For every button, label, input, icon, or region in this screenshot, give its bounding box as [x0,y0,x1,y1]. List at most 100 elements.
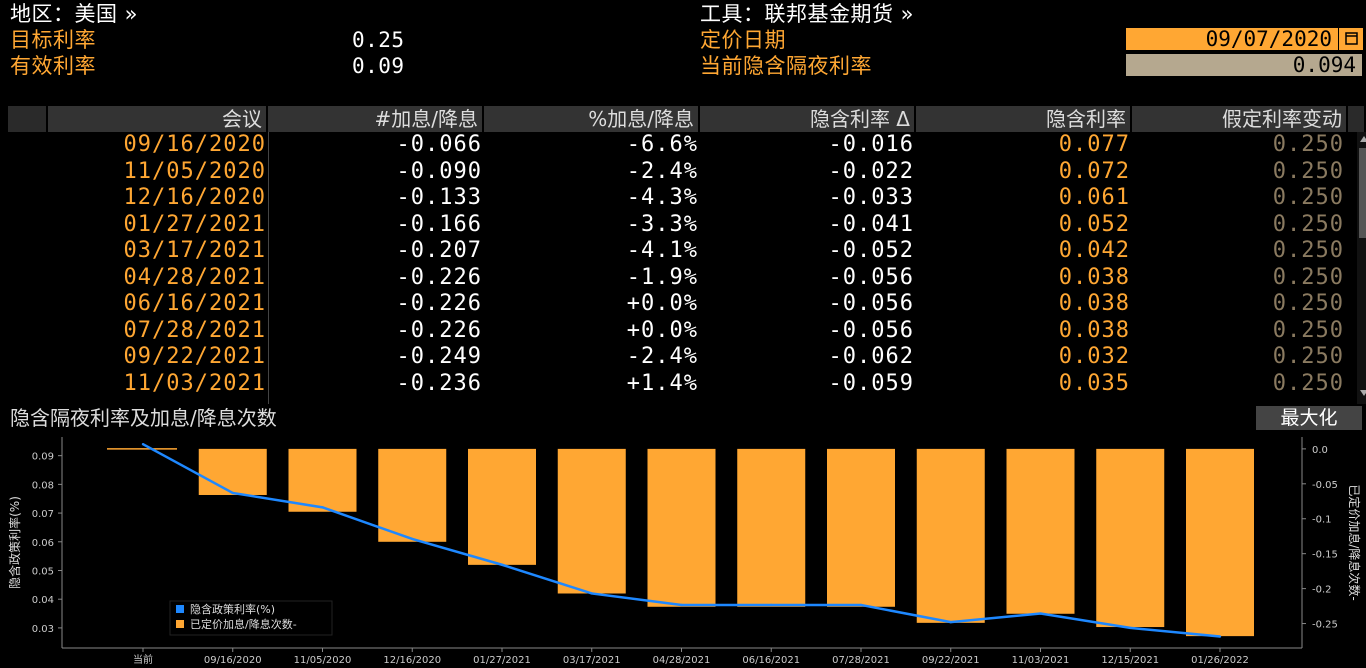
maximize-button[interactable]: 最大化 [1256,406,1362,430]
rate-point [949,620,952,624]
cell-implied-rate-delta: -0.056 [828,291,914,316]
table-row[interactable]: 09/22/2021 -0.249 -2.4% -0.062 0.032 0.250 [8,344,1348,371]
column-header-assumed-move[interactable]: 假定利率变动 [1132,106,1348,132]
bar [557,448,626,594]
rate-point [500,563,504,566]
cell-hikes-pct: -4.1% [626,238,698,263]
x-tick-label: 12/16/2020 [383,655,441,666]
cell-assumed-move: 0.250 [1272,264,1344,290]
table-row[interactable]: 06/16/2021 -0.226 +0.0% -0.056 0.038 0.250 [8,291,1348,318]
cell-hikes-count: -0.226 [396,317,482,343]
cell-implied-rate-delta: -0.052 [828,238,914,263]
legend-swatch-bar [176,620,184,628]
cell-implied-rate-delta: -0.016 [828,132,914,157]
table-row[interactable]: 11/05/2020 -0.090 -2.4% -0.022 0.072 0.250 [8,159,1348,186]
rate-point [141,442,145,446]
y2-tick-label: 0.0 [1312,445,1328,456]
legend-box [169,600,333,636]
table-row[interactable]: 03/17/2021 -0.207 -4.1% -0.052 0.042 0.250 [8,238,1348,265]
cell-hikes-count: -0.166 [396,211,482,237]
x-tick-label: 04/28/2021 [653,655,711,666]
cell-meeting-date: 07/28/2021 [123,317,266,343]
cell-hikes-count: -0.090 [396,158,482,184]
chart-title: 隐含隔夜利率及加息/降息次数 [10,406,277,430]
bar [378,448,447,542]
effective-rate-value: 0.09 [352,54,405,78]
x-tick-label: 09/22/2021 [922,655,980,666]
y2-tick-label: -0.15 [1312,550,1338,561]
table-row[interactable]: 11/03/2021 -0.236 +1.4% -0.059 0.035 0.250 [8,371,1348,398]
cell-implied-rate: 0.035 [1058,370,1130,396]
calendar-icon[interactable] [1338,28,1363,50]
y2-tick-label: -0.2 [1312,585,1332,596]
cell-implied-rate-delta: -0.056 [828,317,914,343]
bar [1186,448,1254,637]
rate-point [1129,626,1132,630]
y-tick-label: 0.04 [32,595,54,606]
cell-meeting-date: 11/05/2020 [123,158,266,184]
cell-hikes-pct: -4.3% [626,185,698,210]
table-row[interactable]: 12/16/2020 -0.133 -4.3% -0.033 0.061 0.250 [8,185,1348,212]
table-row[interactable]: 07/28/2021 -0.226 +0.0% -0.056 0.038 0.250 [8,318,1348,345]
rate-point [859,603,863,607]
table-row[interactable]: 01/27/2021 -0.166 -3.3% -0.041 0.052 0.250 [8,212,1348,239]
cell-meeting-date: 01/27/2021 [123,211,266,237]
cell-hikes-count: -0.226 [396,264,482,290]
cell-implied-rate-delta: -0.022 [828,158,914,184]
implied-overnight-value: 0.094 [1126,54,1362,76]
table-row[interactable]: 04/28/2021 -0.226 -1.9% -0.056 0.038 0.250 [8,265,1348,292]
implied-rate-chart: 0.03 0.04 0.05 0.06 0.07 0.08 0.09 0.0 -0.05 -0.1… [0,433,1366,668]
cell-meeting-date: 11/03/2021 [123,370,266,396]
column-header-meeting[interactable]: 会议 [48,106,268,132]
column-header-implied-rate[interactable]: 隐含利率 [916,106,1132,132]
table-row[interactable]: 09/16/2020 -0.066 -6.6% -0.016 0.077 0.250 [8,132,1348,159]
cell-meeting-date: 06/16/2021 [123,291,266,316]
cell-implied-rate: 0.072 [1058,158,1130,184]
meetings-table: 会议 #加息/降息 %加息/降息 隐含利率 Δ 隐含利率 假定利率变动 09/1… [8,106,1366,404]
cell-hikes-pct: -2.4% [626,158,698,184]
table-scrollbar[interactable] [1357,132,1366,404]
cell-hikes-pct: -2.4% [626,344,698,369]
cell-hikes-pct: +0.0% [626,291,698,316]
table-header: 会议 #加息/降息 %加息/降息 隐含利率 Δ 隐含利率 假定利率变动 [8,106,1364,132]
cell-implied-rate: 0.032 [1058,344,1130,369]
column-header-hikes-count[interactable]: #加息/降息 [268,106,484,132]
cell-meeting-date: 09/22/2021 [123,344,266,369]
instrument-selector[interactable]: 工具：联邦基金期货 » [700,2,915,26]
x-tick-label: 01/27/2021 [473,655,531,666]
cell-meeting-date: 09/16/2020 [123,132,266,157]
cell-assumed-move: 0.250 [1272,370,1344,396]
rate-point [680,603,683,607]
cell-assumed-move: 0.250 [1272,211,1344,237]
effective-rate-label: 有效利率 [10,54,96,78]
y-tick-label: 0.03 [32,624,54,635]
column-header-implied-rate-delta[interactable]: 隐含利率 Δ [700,106,916,132]
cell-implied-rate: 0.052 [1058,211,1130,237]
x-tick-label: 01/26/2022 [1191,655,1249,666]
bar [647,448,716,607]
cell-implied-rate: 0.077 [1058,132,1130,157]
y-tick-label: 0.09 [32,452,54,463]
y-axis-label: 隐含政策利率(%) [7,496,22,589]
cell-implied-rate: 0.038 [1058,264,1130,290]
rate-point [1218,635,1222,638]
rate-point [321,506,324,509]
legend-label-bar: 已定价加息/降息次数- [190,617,297,631]
cell-implied-rate: 0.038 [1058,317,1130,343]
cell-hikes-count: -0.249 [396,344,482,369]
column-header-hikes-pct[interactable]: %加息/降息 [484,106,700,132]
cell-assumed-move: 0.250 [1272,317,1344,343]
target-rate-label: 目标利率 [10,28,96,52]
cell-meeting-date: 12/16/2020 [123,185,266,210]
y-tick-label: 0.06 [32,538,54,549]
bar [916,448,985,623]
legend-swatch-line [176,605,184,613]
y-tick-label: 0.05 [32,566,54,577]
region-selector[interactable]: 地区：美国 » [10,2,139,26]
cell-assumed-move: 0.250 [1272,238,1344,263]
x-tick-label: 12/15/2021 [1101,655,1159,666]
pricing-date-input[interactable]: 09/07/2020 [1126,28,1338,50]
y2-axis-label: 已定价加息/降息次数- [1347,484,1362,600]
cell-implied-rate: 0.061 [1058,185,1130,210]
x-tick-label: 11/03/2021 [1012,655,1070,666]
